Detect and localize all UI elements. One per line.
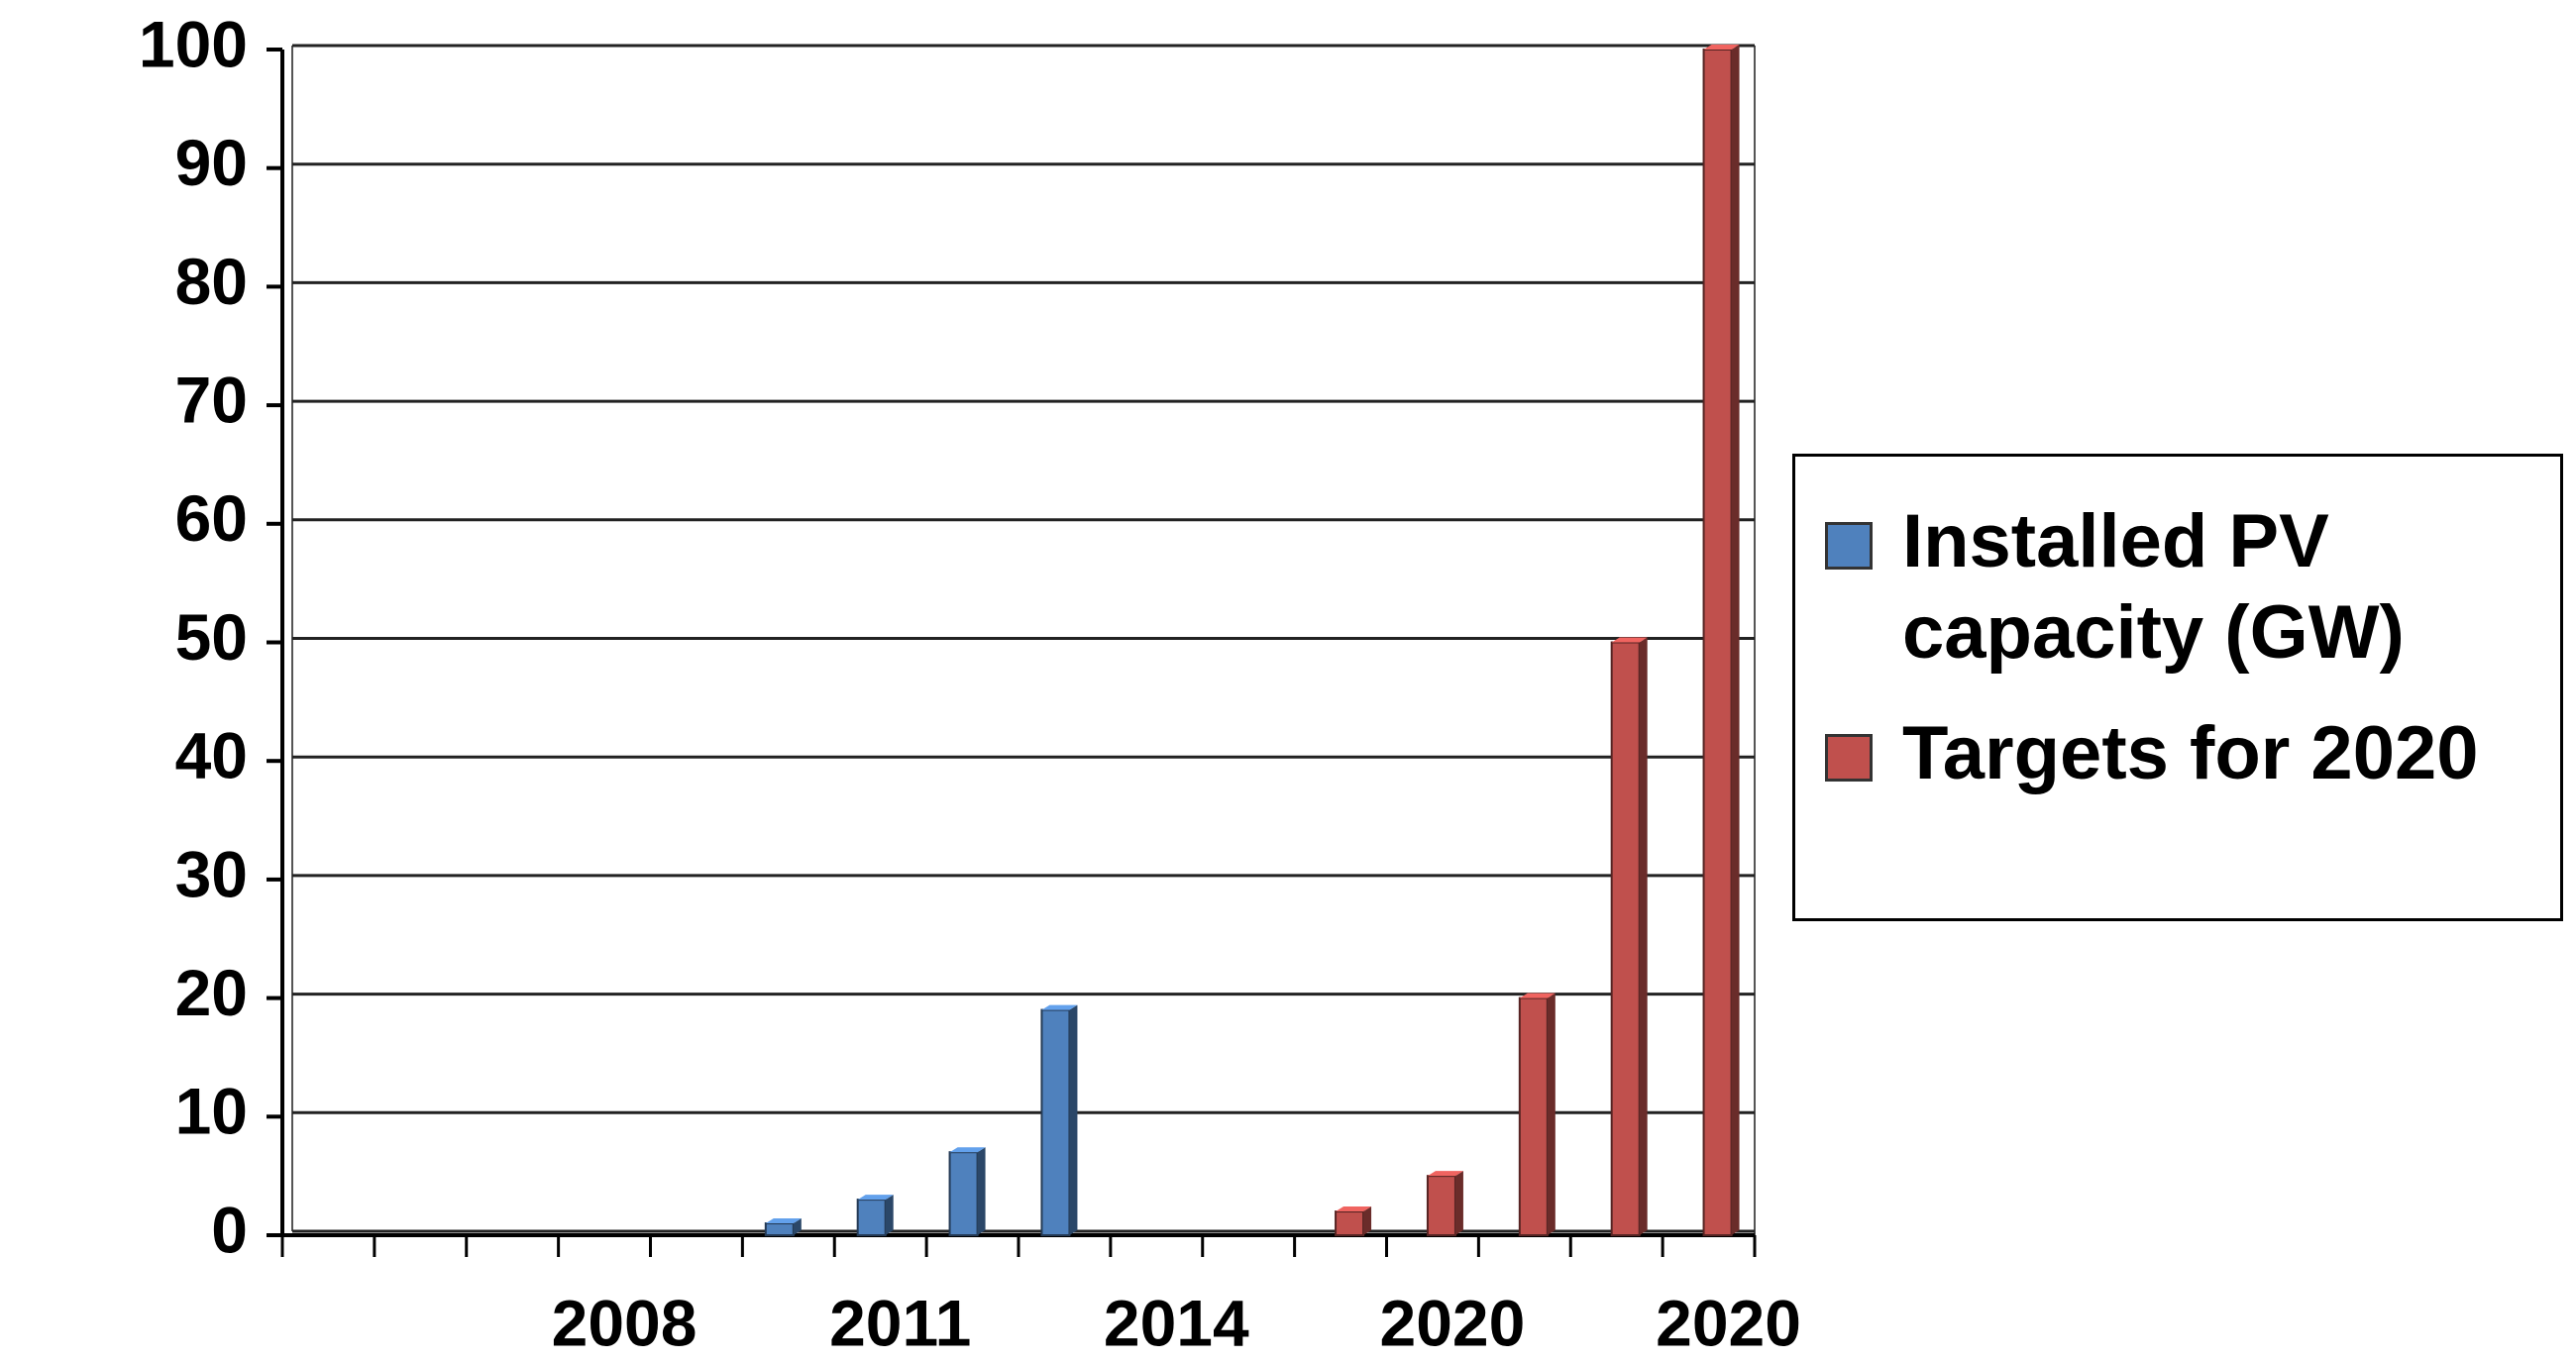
y-tick-label: 30 — [175, 837, 248, 910]
bar-group — [948, 1147, 986, 1236]
bar-group — [764, 1218, 802, 1237]
bar-side — [1454, 1171, 1463, 1235]
bar-top — [1427, 1171, 1463, 1177]
x-tick-label: 2014 — [1104, 1286, 1249, 1359]
y-tick-label: 80 — [175, 245, 248, 318]
bar-group — [1335, 1206, 1372, 1237]
bar-group — [1518, 993, 1556, 1236]
bar-top — [949, 1147, 986, 1153]
bar-side — [1639, 637, 1648, 1235]
bar-side — [1547, 993, 1556, 1235]
bar-group — [1610, 637, 1648, 1236]
y-tick-label: 10 — [175, 1075, 248, 1148]
bar-side — [885, 1195, 894, 1235]
y-tick-label: 40 — [175, 719, 248, 792]
x-tick-label: 2011 — [829, 1286, 971, 1359]
x-tick-label: 2020 — [1380, 1286, 1526, 1359]
bar — [1610, 641, 1641, 1236]
y-tick-label: 100 — [139, 7, 248, 80]
bar-side — [793, 1218, 802, 1235]
legend: Installed PV capacity (GW) Targets for 20… — [1792, 454, 2563, 921]
bar-side — [977, 1147, 986, 1235]
bar-side — [1363, 1206, 1372, 1235]
bar-group — [1426, 1171, 1463, 1237]
y-tick-label: 60 — [175, 481, 248, 555]
y-tick-label: 90 — [175, 126, 248, 199]
bar-group — [856, 1195, 894, 1236]
legend-label: Targets for 2020 — [1902, 711, 2479, 795]
y-tick-label: 20 — [175, 956, 248, 1029]
bar-group — [1702, 45, 1740, 1236]
legend-swatch — [1825, 522, 1873, 570]
bar-side — [1069, 1004, 1078, 1235]
bar-side — [1731, 45, 1740, 1235]
bar-group — [1040, 1004, 1078, 1236]
legend-entry: Installed PV capacity (GW) — [1825, 496, 2540, 679]
bar-top — [1336, 1206, 1372, 1212]
bar — [764, 1222, 795, 1237]
legend-swatch — [1825, 734, 1873, 782]
y-tick-label: 50 — [175, 600, 248, 674]
bar — [1518, 996, 1549, 1236]
bar — [856, 1199, 887, 1236]
y-tick-label: 70 — [175, 364, 248, 437]
bar-top — [1041, 1004, 1078, 1010]
y-tick-label: 0 — [211, 1193, 248, 1266]
legend-label: Installed PV capacity (GW) — [1902, 499, 2405, 675]
bar — [948, 1151, 979, 1236]
bar-top — [857, 1195, 894, 1201]
legend-entry: Targets for 2020 — [1825, 708, 2540, 799]
bar-top — [1519, 993, 1556, 998]
x-tick-label: 2008 — [552, 1286, 698, 1359]
bar-top — [1611, 637, 1648, 643]
bar — [1335, 1210, 1365, 1237]
bar-top — [1703, 45, 1740, 50]
bar-top — [765, 1218, 802, 1224]
bar — [1426, 1175, 1456, 1237]
bar — [1702, 49, 1733, 1236]
x-tick-label: 2020 — [1656, 1286, 1801, 1359]
bar — [1040, 1008, 1071, 1236]
